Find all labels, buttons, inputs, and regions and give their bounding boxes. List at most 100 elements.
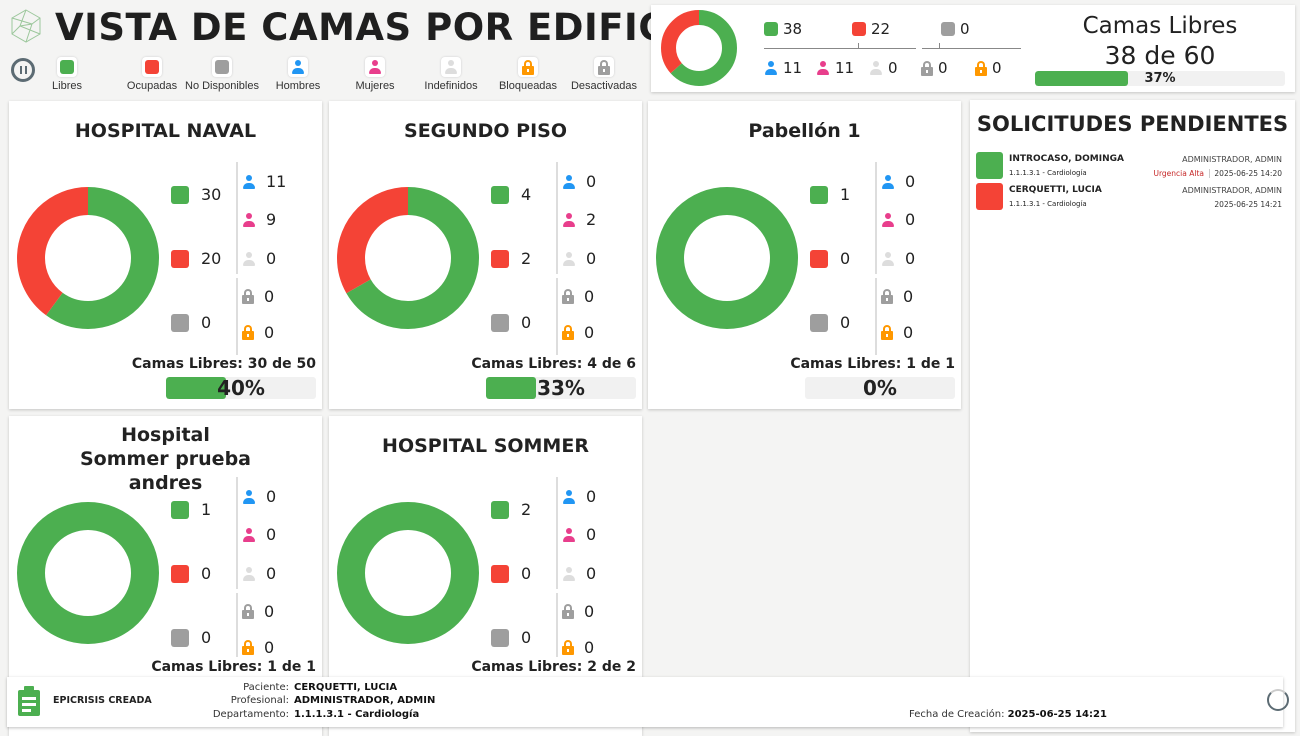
- libres-square-icon: [171, 185, 189, 204]
- stat-bloqueadas: 0: [562, 638, 594, 657]
- legend-label: Desactivadas: [570, 80, 638, 92]
- female-person-icon: [242, 212, 256, 227]
- person-icon: [365, 57, 385, 77]
- building-name: Hospital Sommer prueba andres: [79, 424, 251, 494]
- profesional-value: ADMINISTRADOR, ADMIN: [294, 695, 436, 706]
- stat-ocupadas: 0: [810, 249, 850, 268]
- building-donut-chart: [337, 187, 479, 329]
- stat-desactivadas: 0: [562, 287, 594, 306]
- legend-item-hombres[interactable]: Hombres: [260, 57, 336, 92]
- stat-ocupadas: 20: [171, 249, 221, 268]
- undefined-person-icon: [869, 61, 883, 75]
- no-disponibles-square-icon: [810, 313, 828, 332]
- timestamp: 2025-06-25 14:20: [1214, 169, 1282, 178]
- legend-item-mujeres[interactable]: Mujeres: [337, 57, 413, 92]
- status-square-icon: [976, 183, 1003, 210]
- female-person-icon: [562, 212, 576, 227]
- ocupadas-square-icon: [171, 564, 189, 583]
- male-person-icon: [242, 174, 256, 189]
- fecha-value: 2025-06-25 14:21: [1007, 709, 1107, 720]
- solicitud-item[interactable]: INTROCASO, DOMINGA 1.1.1.3.1 - Cardiologí…: [976, 152, 1288, 182]
- building-donut-chart: [17, 502, 159, 644]
- stat-bloqueadas: 0: [242, 323, 274, 342]
- lock-gray-icon: [562, 604, 574, 619]
- solicitudes-title: SOLICITUDES PENDIENTES: [976, 112, 1289, 136]
- no-disponibles-square-icon: [491, 313, 509, 332]
- patient-name: INTROCASO, DOMINGA: [1009, 154, 1124, 164]
- summary-hombres: 11: [764, 59, 802, 77]
- stat-mujeres: 9: [242, 210, 276, 229]
- undefined-person-icon: [562, 566, 576, 581]
- department: 1.1.1.3.1 - Cardiología: [1009, 200, 1087, 208]
- divider: [556, 278, 558, 355]
- square-icon: [142, 57, 162, 77]
- lock-gray-icon: [562, 289, 574, 304]
- lock-orange-icon: [562, 640, 574, 655]
- building-card[interactable]: SEGUNDO PISO 4 2 0 0 2 0 0 0 Camas Libre…: [329, 101, 642, 409]
- author: ADMINISTRADOR, ADMIN: [1182, 155, 1282, 164]
- legend-label: Hombres: [275, 80, 321, 92]
- legend-label: Bloqueadas: [498, 80, 558, 92]
- legend-item-desactivadas[interactable]: Desactivadas: [566, 57, 642, 92]
- legend-item-ocupadas[interactable]: Ocupadas: [114, 57, 190, 92]
- building-name: HOSPITAL SOMMER: [382, 435, 589, 457]
- legend-item-bloqueadas[interactable]: Bloqueadas: [490, 57, 566, 92]
- no-disponibles-square-icon: [941, 22, 955, 36]
- lock-orange-icon: [975, 60, 987, 76]
- legend-label: Ocupadas: [126, 80, 178, 92]
- stat-no-disponibles: 0: [491, 628, 531, 647]
- summary-ocupadas: 22: [852, 20, 890, 38]
- legend-item-libres[interactable]: Libres: [29, 57, 105, 92]
- legend-item-no-disponibles[interactable]: No Disponibles: [184, 57, 260, 92]
- author: ADMINISTRADOR, ADMIN: [1182, 186, 1282, 195]
- summary-no-disponibles: 0: [941, 20, 970, 38]
- building-card[interactable]: Pabellón 1 1 0 0 0 0 0 0 0 Camas Libres:…: [648, 101, 961, 409]
- epicrisis-notification[interactable]: EPICRISIS CREADA Paciente: CERQUETTI, LU…: [7, 677, 1289, 727]
- camas-libres-text: Camas Libres: 2 de 2: [471, 659, 636, 675]
- progress-percent: 0%: [863, 377, 897, 399]
- stat-ocupadas: 2: [491, 249, 531, 268]
- divider-tick: [858, 43, 859, 48]
- stat-no-disponibles: 0: [171, 313, 211, 332]
- lock-gray-icon: [242, 604, 254, 619]
- square-icon: [212, 57, 232, 77]
- stat-desactivadas: 0: [881, 287, 913, 306]
- stat-libres: 1: [810, 185, 850, 204]
- legend-item-indefinidos[interactable]: Indefinidos: [413, 57, 489, 92]
- building-card[interactable]: HOSPITAL NAVAL 30 20 0 11 9 0 0 0 Camas …: [9, 101, 322, 409]
- female-person-icon: [242, 527, 256, 542]
- stat-indefinidos: 0: [242, 564, 276, 583]
- female-person-icon: [562, 527, 576, 542]
- stat-indefinidos: 0: [562, 249, 596, 268]
- no-disponibles-square-icon: [171, 628, 189, 647]
- stat-desactivadas: 0: [562, 602, 594, 621]
- person-icon: [288, 57, 308, 77]
- lock-icon: [518, 57, 538, 77]
- progress-percent: 40%: [217, 377, 265, 399]
- stat-ocupadas: 0: [491, 564, 531, 583]
- stat-libres: 30: [171, 185, 221, 204]
- libres-square-icon: [171, 500, 189, 519]
- building-name: Pabellón 1: [748, 120, 861, 142]
- stat-hombres: 0: [242, 487, 276, 506]
- stat-hombres: 0: [562, 172, 596, 191]
- stat-indefinidos: 0: [562, 564, 596, 583]
- stat-no-disponibles: 0: [810, 313, 850, 332]
- solicitud-item[interactable]: CERQUETTI, LUCIA 1.1.1.3.1 - Cardiología A…: [976, 183, 1288, 213]
- department: 1.1.1.3.1 - Cardiología: [1009, 169, 1087, 177]
- lock-orange-icon: [881, 325, 893, 340]
- libres-slice: [17, 502, 159, 644]
- lock-gray-icon: [242, 289, 254, 304]
- stat-ocupadas: 0: [171, 564, 211, 583]
- camas-libres-text: Camas Libres: 1 de 1: [151, 659, 316, 675]
- ocupadas-square-icon: [852, 22, 866, 36]
- pause-refresh-button[interactable]: [11, 58, 35, 82]
- divider-tick: [939, 43, 940, 48]
- lock-orange-icon: [242, 325, 254, 340]
- libres-square-icon: [810, 185, 828, 204]
- building-name: SEGUNDO PISO: [404, 120, 567, 142]
- ocupadas-square-icon: [810, 249, 828, 268]
- stat-desactivadas: 0: [242, 287, 274, 306]
- summary-desactivadas: 0: [921, 59, 948, 77]
- stat-bloqueadas: 0: [242, 638, 274, 657]
